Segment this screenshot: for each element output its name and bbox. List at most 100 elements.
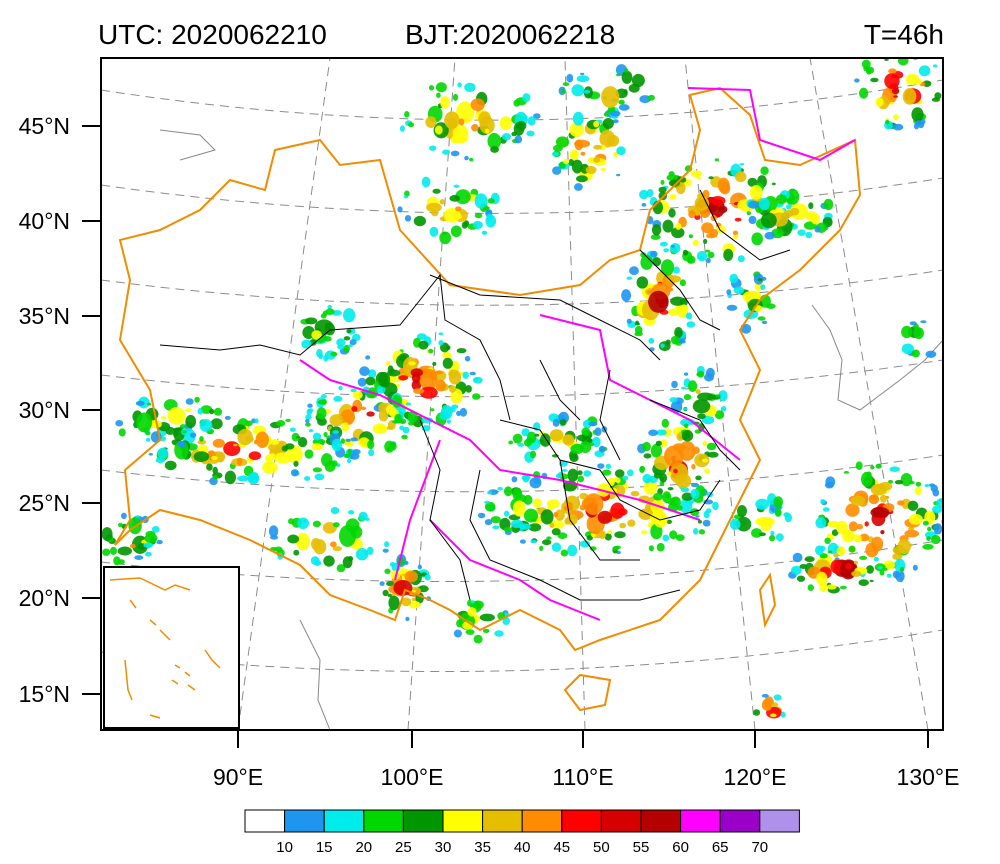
radar-echo (177, 441, 183, 446)
colorbar-label: 60 (672, 839, 689, 856)
radar-echo (861, 59, 871, 69)
radar-echo (660, 343, 665, 349)
radar-echo (854, 78, 860, 83)
coastline-indochina (299, 619, 331, 730)
radar-echo (425, 116, 437, 128)
radar-echo (348, 510, 355, 515)
radar-echo (456, 410, 462, 417)
radar-echo (739, 163, 745, 166)
radar-echo (582, 419, 592, 429)
radar-echo (542, 539, 552, 546)
radar-echo (705, 367, 715, 379)
radar-echo (580, 151, 586, 156)
radar-echo (453, 629, 462, 638)
radar-echo (660, 179, 665, 185)
radar-echo (546, 536, 552, 540)
radar-echo (451, 404, 459, 409)
radar-echo (287, 534, 300, 544)
radar-echo (601, 86, 620, 108)
radar-echo (627, 469, 634, 477)
radar-echo (552, 419, 560, 427)
radar-echo (908, 543, 913, 547)
radar-echo (143, 542, 154, 548)
radar-echo (430, 408, 435, 412)
colorbar-label: 45 (553, 839, 570, 856)
radar-echo (211, 455, 218, 461)
radar-echo (339, 525, 356, 547)
radar-echo (677, 505, 683, 511)
radar-echo (698, 529, 706, 535)
radar-echo (853, 560, 858, 565)
radar-echo (197, 439, 207, 445)
radar-echo (923, 520, 929, 526)
radar-echo (686, 321, 696, 328)
radar-echo (764, 231, 775, 240)
province-borders (159, 189, 791, 601)
radar-echo (893, 95, 898, 98)
radar-echo (212, 466, 218, 474)
radar-echo (194, 396, 200, 403)
radar-echo (405, 402, 412, 406)
lon-tick-label: 110°E (552, 764, 613, 790)
radar-echo (654, 472, 662, 479)
radar-echo (432, 361, 437, 366)
radar-echo (471, 124, 479, 132)
radar-echo (490, 516, 501, 524)
radar-echo (270, 439, 280, 445)
radar-echo (549, 522, 555, 528)
radar-echo (616, 173, 621, 177)
radar-echo (118, 428, 126, 437)
radar-echo (510, 519, 524, 529)
radar-echo (446, 419, 451, 424)
radar-echo (806, 211, 817, 222)
radar-echo (761, 212, 777, 229)
radar-echo (927, 526, 932, 532)
radar-echo (884, 73, 900, 89)
radar-echo (681, 386, 686, 390)
radar-echo (527, 431, 537, 444)
radar-echo (602, 469, 612, 476)
coastline-korea-japan (811, 304, 943, 411)
radar-echo (932, 488, 940, 497)
radar-echo (569, 453, 579, 463)
radar-echo (432, 188, 441, 194)
radar-echo (875, 463, 882, 469)
radar-echo (305, 414, 312, 420)
lat-tick-label: 40°N (19, 208, 70, 234)
radar-echo (435, 379, 446, 392)
radar-echo (619, 522, 627, 529)
radar-echo (807, 584, 814, 591)
radar-echo (145, 431, 151, 436)
radar-echo (483, 206, 490, 211)
radar-echo (212, 475, 218, 480)
colorbar-label: 55 (633, 839, 650, 856)
radar-echo (343, 336, 351, 341)
radar-echo (421, 176, 431, 188)
colorbar-swatch (284, 809, 325, 833)
radar-echo (845, 503, 860, 517)
radar-echo (647, 94, 655, 101)
radar-echo (236, 457, 243, 466)
radar-echo (771, 702, 779, 707)
colorbar-swatch (719, 809, 761, 833)
radar-echo (666, 174, 678, 182)
radar-echo (911, 107, 924, 122)
radar-echo (352, 390, 363, 400)
radar-echo (569, 149, 579, 161)
radar-echo (473, 634, 483, 644)
radar-echo (909, 321, 917, 326)
radar-echo (402, 426, 410, 434)
radar-echo (684, 372, 689, 376)
radar-echo (368, 449, 375, 457)
radar-echo (888, 68, 897, 74)
radar-echo (571, 84, 585, 97)
radar-echo (688, 234, 694, 239)
radar-echo (645, 503, 653, 512)
radar-echo (680, 498, 693, 514)
radar-echo (706, 257, 711, 264)
radar-echo (897, 58, 909, 66)
radar-echo (401, 597, 412, 607)
radar-echo (467, 607, 477, 617)
colorbar-swatch (759, 809, 800, 833)
radar-echo (581, 427, 591, 436)
